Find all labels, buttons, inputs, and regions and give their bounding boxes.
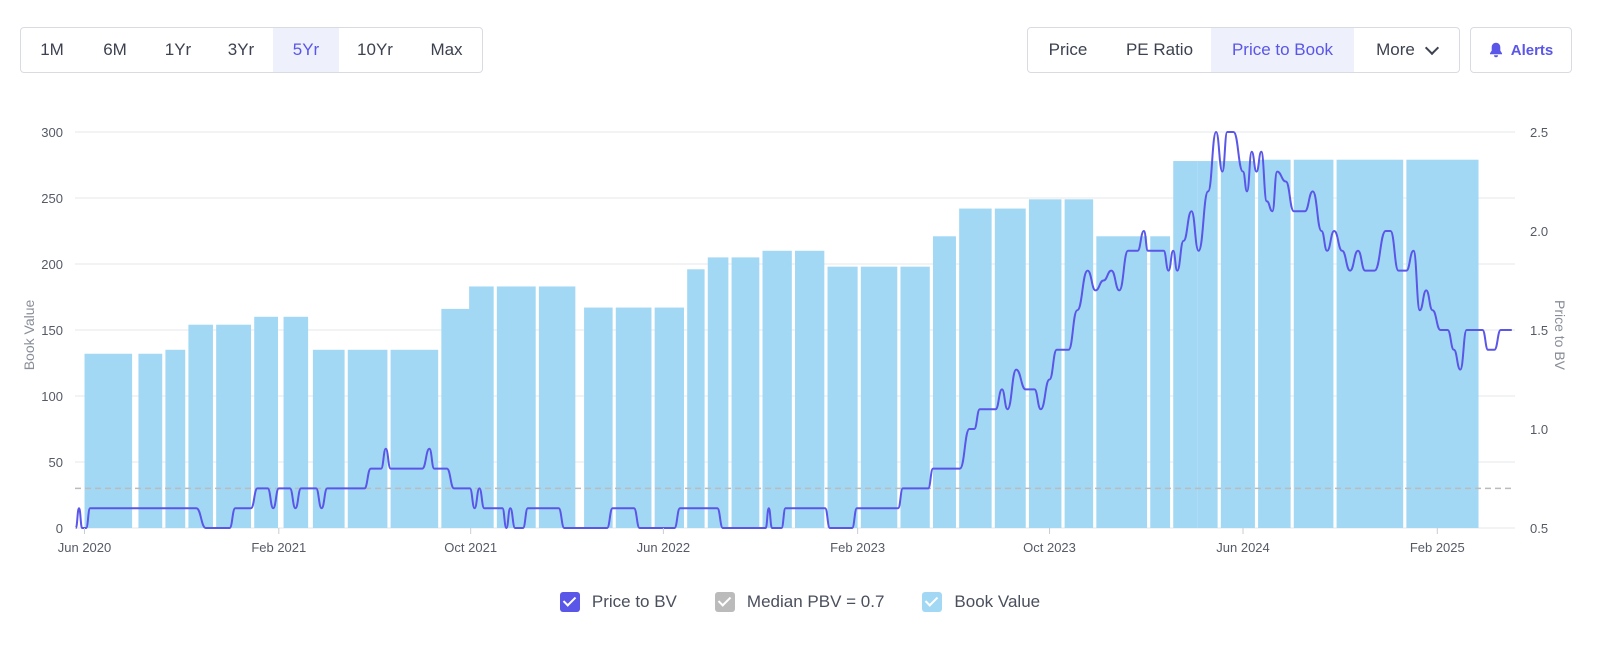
left-axis-label: Book Value bbox=[21, 300, 37, 371]
time-range-selector: 1M 6M 1Yr 3Yr 5Yr 10Yr Max bbox=[20, 27, 483, 73]
checkbox-icon[interactable] bbox=[714, 592, 735, 612]
range-button-3yr[interactable]: 3Yr bbox=[227, 40, 255, 59]
book-value-bar bbox=[1028, 199, 1062, 528]
metric-selector: Price PE Ratio Price to Book More bbox=[1027, 27, 1460, 73]
book-value-bar bbox=[216, 324, 252, 528]
x-axis-ticks: Jun 2020 Feb 2021 Oct 2021 Jun 2022 Feb 2023… bbox=[58, 528, 1465, 555]
x-tick-label: Jun 2024 bbox=[1216, 540, 1270, 555]
book-value-bar bbox=[654, 307, 684, 528]
book-value-bar bbox=[795, 250, 825, 529]
left-tick-label: 300 bbox=[41, 125, 63, 140]
x-tick-label: Oct 2021 bbox=[444, 540, 497, 555]
book-value-bar bbox=[254, 316, 278, 528]
legend-item-book-value[interactable]: Book Value bbox=[922, 592, 1040, 612]
book-value-bar bbox=[188, 324, 213, 528]
left-tick-label: 200 bbox=[41, 257, 63, 272]
book-value-bar bbox=[538, 286, 576, 528]
book-value-bar bbox=[900, 266, 930, 528]
right-tick-label: 2.0 bbox=[1530, 224, 1548, 239]
book-value-bar bbox=[1293, 159, 1334, 528]
legend-label: Median PBV = 0.7 bbox=[746, 592, 885, 611]
book-value-bar bbox=[860, 266, 898, 528]
range-button-6m[interactable]: 6M bbox=[103, 40, 127, 59]
book-value-bar bbox=[84, 353, 133, 528]
book-value-bar bbox=[615, 307, 652, 528]
checkbox-icon[interactable] bbox=[922, 592, 943, 612]
x-tick-label: Jun 2020 bbox=[58, 540, 112, 555]
metric-button-price[interactable]: Price bbox=[1048, 40, 1088, 59]
x-tick-label: Feb 2021 bbox=[251, 540, 306, 555]
legend-label: Price to BV bbox=[591, 592, 677, 611]
left-tick-label: 250 bbox=[41, 191, 63, 206]
book-value-bar bbox=[1258, 159, 1291, 528]
book-value-bar bbox=[1064, 199, 1094, 528]
legend-item-median-pbv[interactable]: Median PBV = 0.7 bbox=[714, 592, 885, 612]
book-value-bars bbox=[84, 159, 1479, 529]
book-value-bar bbox=[1336, 159, 1404, 528]
book-value-bar bbox=[932, 236, 956, 528]
book-value-bar bbox=[283, 316, 309, 528]
x-tick-label: Oct 2023 bbox=[1023, 540, 1076, 555]
x-tick-label: Jun 2022 bbox=[637, 540, 691, 555]
right-tick-label: 0.5 bbox=[1530, 521, 1548, 536]
more-label: More bbox=[1376, 40, 1415, 59]
book-value-bar bbox=[312, 349, 345, 528]
left-tick-label: 150 bbox=[41, 323, 63, 338]
price-to-bv-line bbox=[74, 131, 1512, 529]
range-button-1yr[interactable]: 1Yr bbox=[164, 40, 192, 59]
range-button-max[interactable]: Max bbox=[430, 40, 463, 59]
book-value-bar bbox=[1150, 236, 1171, 528]
book-value-bar bbox=[707, 257, 729, 528]
book-value-bar bbox=[165, 349, 186, 528]
checkbox-icon[interactable] bbox=[559, 592, 580, 612]
book-value-bar bbox=[441, 308, 470, 528]
left-tick-label: 50 bbox=[49, 455, 63, 470]
book-value-bar bbox=[731, 257, 760, 528]
book-value-bar bbox=[347, 349, 388, 528]
x-tick-label: Feb 2025 bbox=[1410, 540, 1465, 555]
range-button-10yr[interactable]: 10Yr bbox=[357, 40, 393, 59]
range-button-1m[interactable]: 1M bbox=[40, 40, 64, 59]
metric-button-pe-ratio[interactable]: PE Ratio bbox=[1125, 40, 1194, 59]
book-value-bar bbox=[1406, 159, 1479, 528]
right-tick-label: 1.5 bbox=[1530, 323, 1548, 338]
bell-icon bbox=[1489, 42, 1502, 58]
book-value-bar bbox=[584, 307, 613, 528]
right-axis-label: Price to BV bbox=[1552, 300, 1568, 371]
book-value-bar bbox=[138, 353, 163, 528]
book-value-bar bbox=[687, 269, 705, 528]
book-value-bar bbox=[1197, 161, 1218, 529]
chart-legend: Price to BV Median PBV = 0.7 Book Value bbox=[0, 592, 1600, 612]
range-button-5yr[interactable]: 5Yr bbox=[273, 28, 339, 72]
right-axis-ticks: 0.5 1.0 1.5 2.0 2.5 bbox=[1530, 125, 1548, 536]
right-tick-label: 2.5 bbox=[1530, 125, 1548, 140]
book-value-bar bbox=[827, 266, 858, 528]
alerts-button[interactable]: Alerts bbox=[1470, 27, 1572, 73]
book-value-bar bbox=[994, 208, 1026, 528]
metric-button-more[interactable]: More bbox=[1354, 28, 1459, 72]
left-axis-ticks: 0 50 100 150 200 250 300 bbox=[41, 125, 63, 536]
right-tick-label: 1.0 bbox=[1530, 422, 1548, 437]
book-value-bar bbox=[1220, 161, 1255, 529]
x-tick-label: Feb 2023 bbox=[830, 540, 885, 555]
book-value-bar bbox=[496, 286, 536, 528]
alerts-label: Alerts bbox=[1510, 41, 1554, 59]
book-value-bar bbox=[762, 250, 792, 529]
legend-item-price-to-bv[interactable]: Price to BV bbox=[559, 592, 677, 612]
legend-label: Book Value bbox=[954, 592, 1041, 611]
left-tick-label: 0 bbox=[56, 521, 63, 536]
left-tick-label: 100 bbox=[41, 389, 63, 404]
metric-button-price-to-book[interactable]: Price to Book bbox=[1211, 28, 1354, 72]
book-value-bar bbox=[959, 208, 992, 528]
book-value-bar bbox=[390, 349, 439, 528]
